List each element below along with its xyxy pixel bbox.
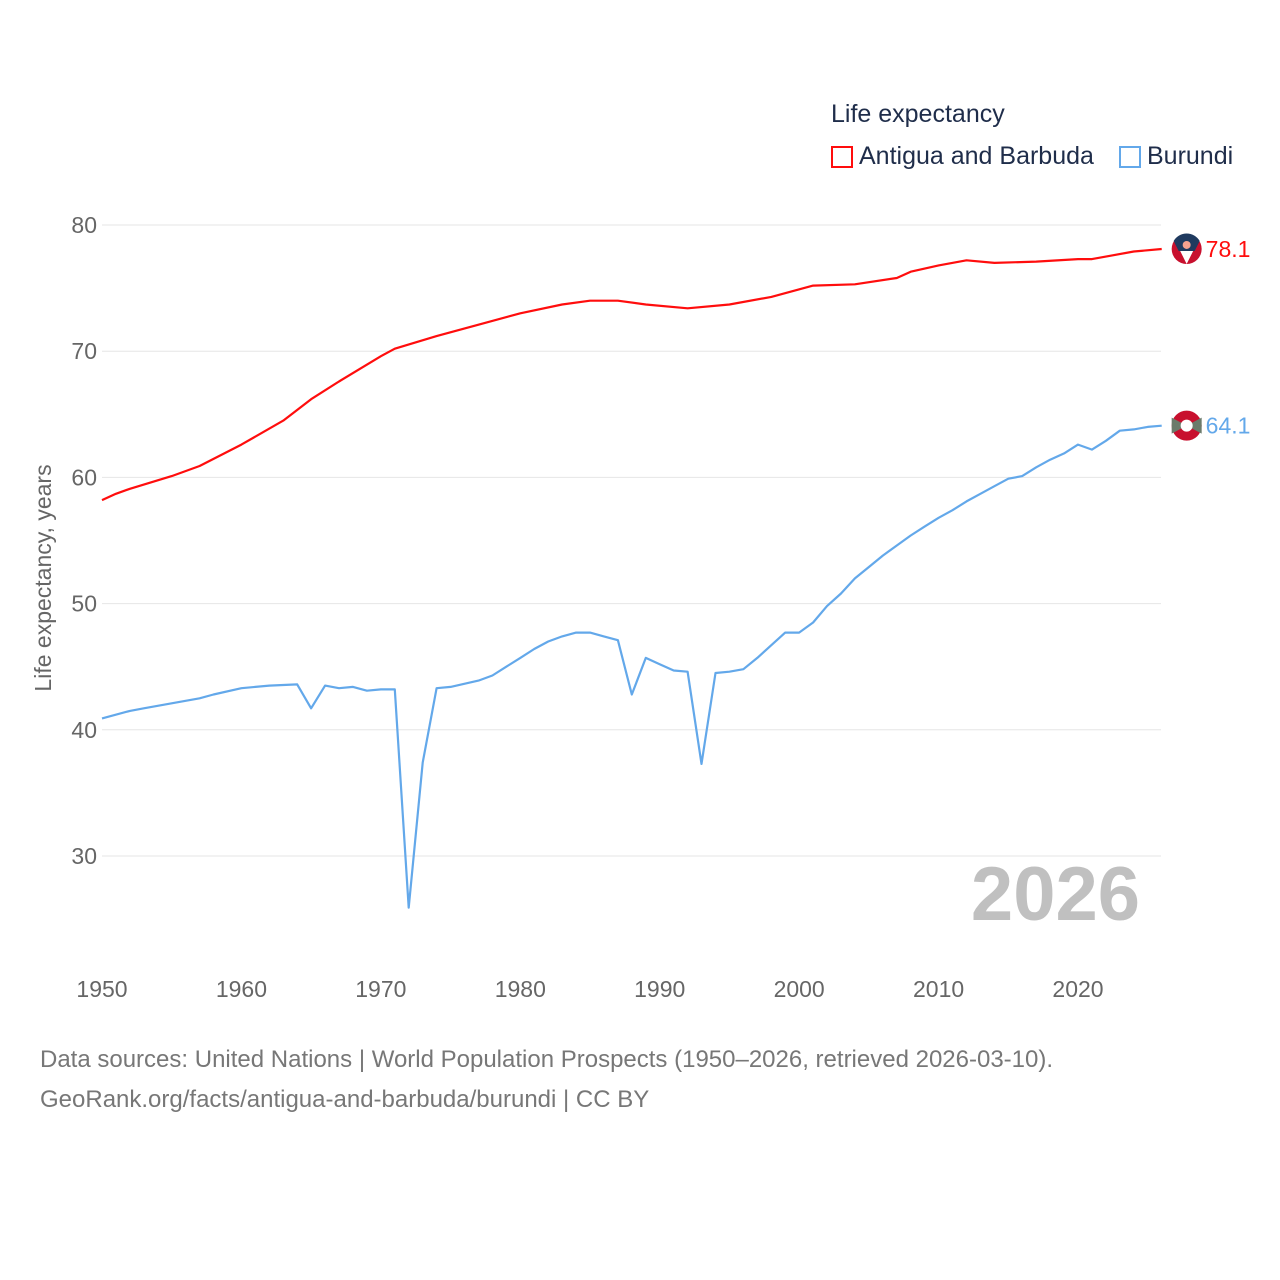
burundi-flag-icon xyxy=(1171,410,1202,441)
flag-disc xyxy=(1180,419,1193,432)
x-tick-label: 1970 xyxy=(355,976,406,1002)
source-note: Data sources: United Nations | World Pop… xyxy=(40,1046,1054,1073)
series-line-burundi xyxy=(101,424,1162,909)
y-tick-label: 30 xyxy=(71,843,97,869)
end-value-label: 78.1 xyxy=(1206,236,1251,262)
flag-sun xyxy=(1182,240,1191,249)
x-tick-label: 2010 xyxy=(913,976,964,1002)
x-tick-label: 1960 xyxy=(216,976,267,1002)
y-tick-label: 80 xyxy=(71,212,97,238)
legend-item-burundi[interactable]: Burundi xyxy=(1119,142,1233,171)
y-tick-label: 40 xyxy=(71,717,97,743)
legend-label: Burundi xyxy=(1147,142,1234,170)
y-tick-label: 50 xyxy=(71,591,97,617)
x-tick-label: 1990 xyxy=(634,976,685,1002)
x-tick-label: 2000 xyxy=(774,976,825,1002)
legend-swatch xyxy=(1119,145,1141,168)
legend-item-antigua[interactable]: Antigua and Barbuda xyxy=(831,142,1094,171)
attribution-link[interactable]: GeoRank.org/facts/antigua-and-barbuda/bu… xyxy=(40,1086,650,1113)
legend-label: Antigua and Barbuda xyxy=(859,142,1094,170)
x-tick-label: 2020 xyxy=(1052,976,1103,1002)
y-axis-label: Life expectancy, years xyxy=(30,464,56,691)
end-value-label: 64.1 xyxy=(1206,413,1251,439)
legend-swatch xyxy=(831,145,853,168)
x-tick-label: 1950 xyxy=(76,976,127,1002)
antigua-and-barbuda-flag-icon xyxy=(1171,233,1202,264)
legend-title: Life expectancy xyxy=(831,100,1005,128)
y-tick-label: 70 xyxy=(71,338,97,364)
y-tick-label: 60 xyxy=(71,464,97,490)
x-tick-label: 1980 xyxy=(495,976,546,1002)
year-watermark: 2026 xyxy=(971,852,1140,937)
series-line-antigua-and-barbuda xyxy=(101,247,1162,502)
